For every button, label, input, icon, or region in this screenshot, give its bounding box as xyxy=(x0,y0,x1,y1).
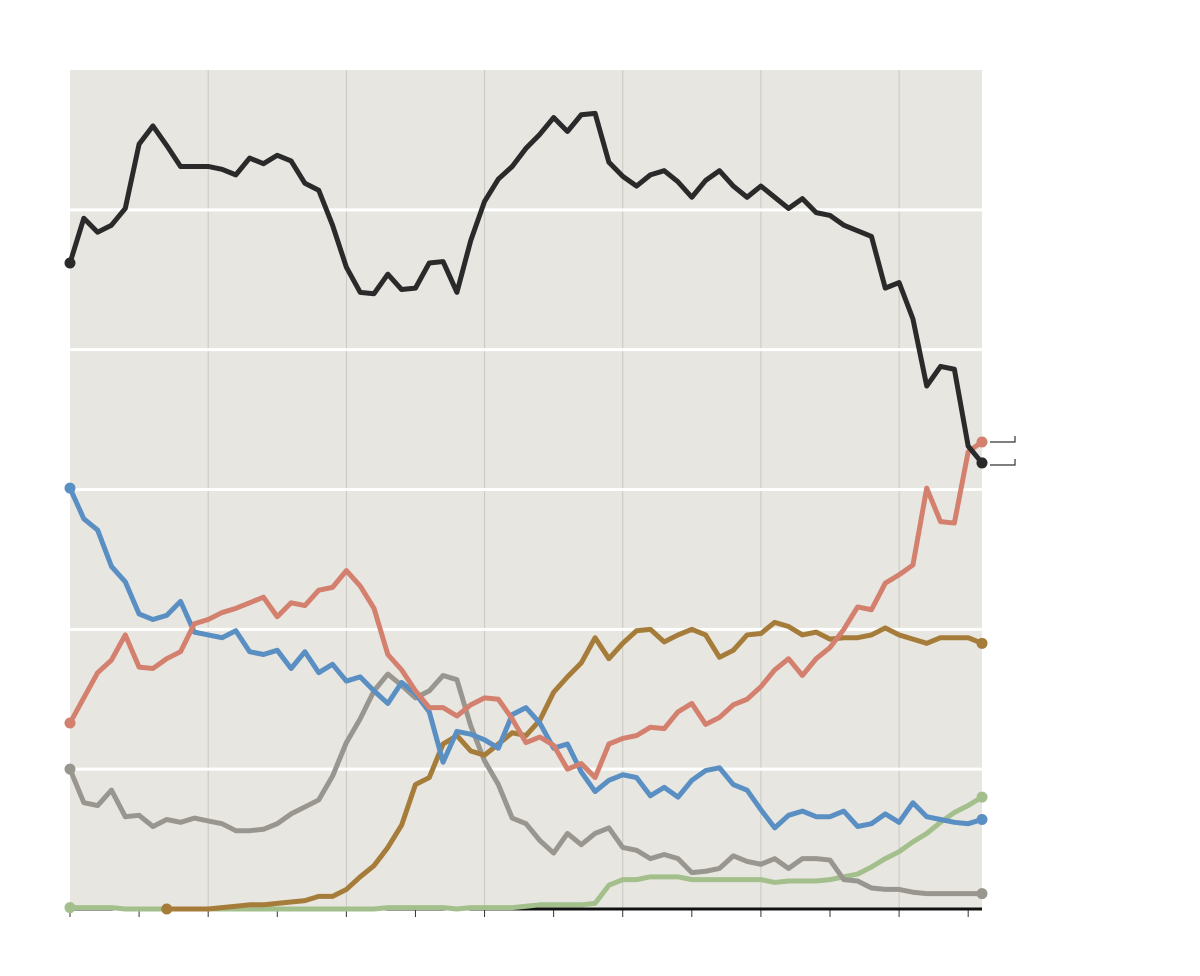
end-dot xyxy=(161,903,173,915)
end-dot xyxy=(64,763,76,775)
end-dot xyxy=(976,637,988,649)
series-line xyxy=(67,485,985,831)
end-dot xyxy=(976,791,988,803)
series-line xyxy=(164,619,985,912)
end-dot xyxy=(976,436,988,448)
end-dot xyxy=(976,457,988,469)
series-line xyxy=(67,110,985,466)
end-dot xyxy=(64,482,76,494)
end-dot xyxy=(64,717,76,729)
series-line xyxy=(67,439,985,781)
label-leaders xyxy=(990,436,1016,466)
end-dot xyxy=(976,814,988,826)
end-dot xyxy=(976,888,988,900)
series-line xyxy=(67,671,985,897)
end-dot xyxy=(64,902,76,914)
end-dot xyxy=(64,257,76,269)
